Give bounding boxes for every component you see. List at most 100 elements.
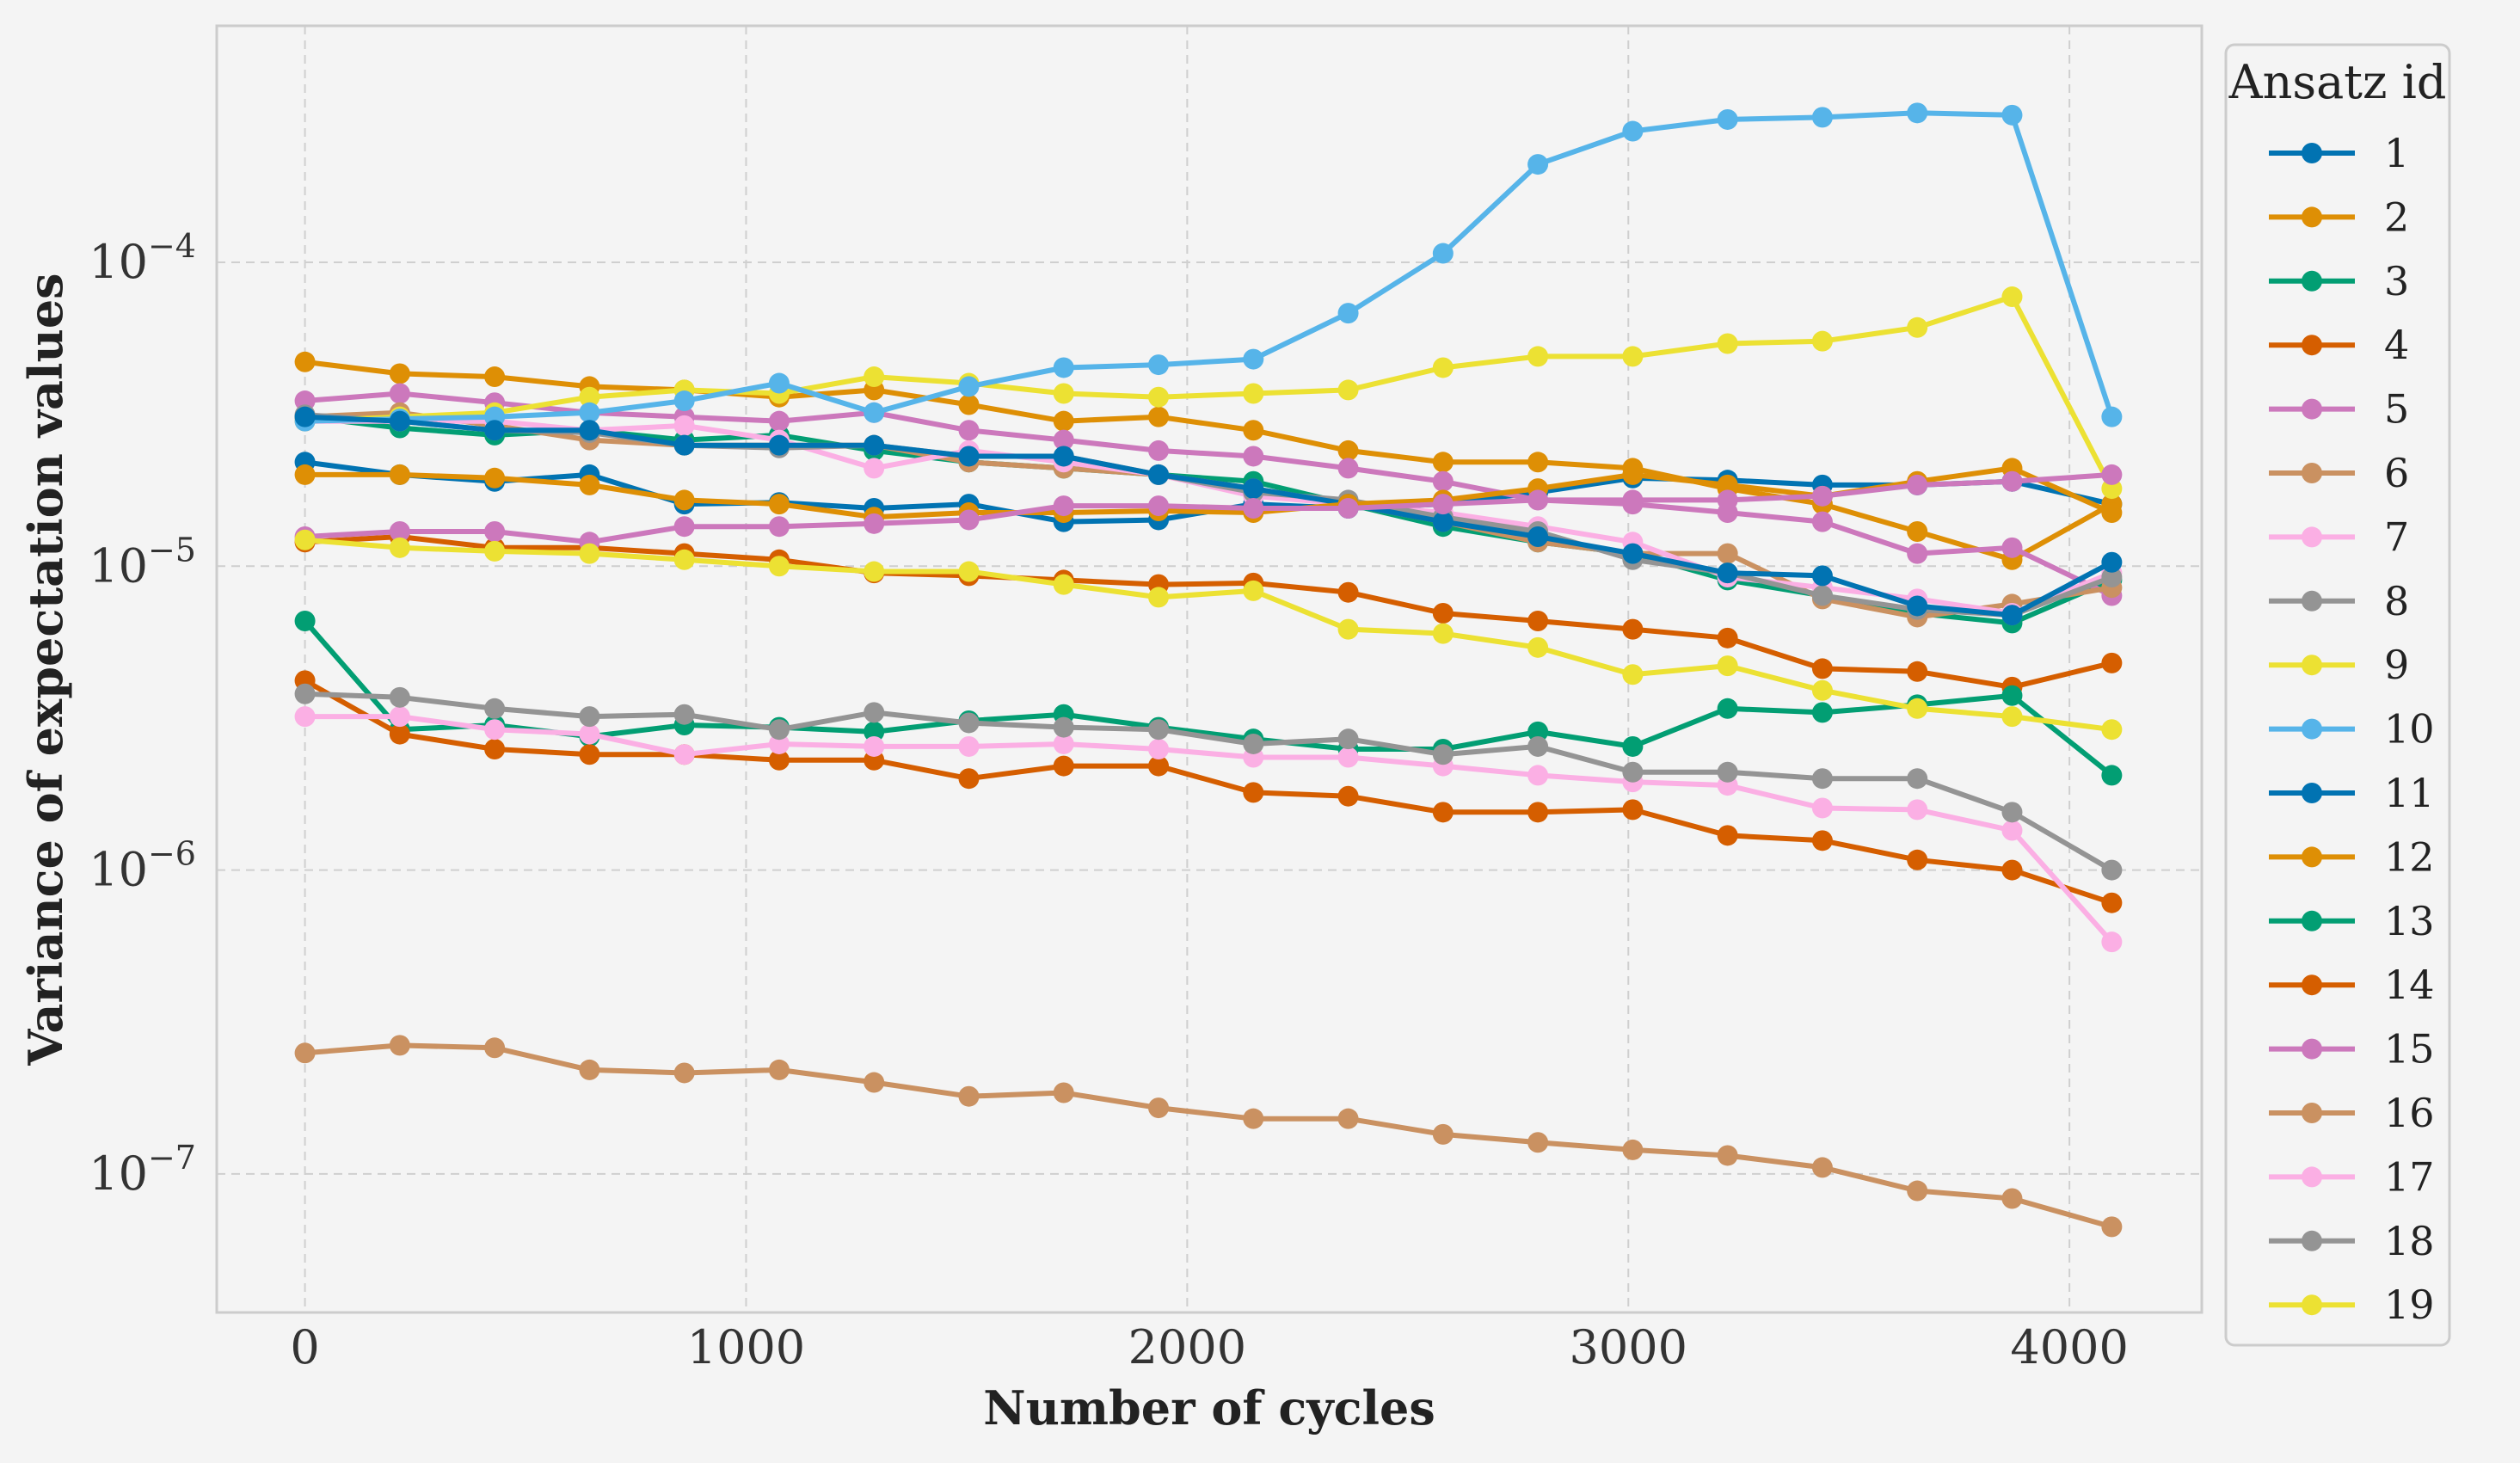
data-point bbox=[1527, 526, 1549, 548]
data-point bbox=[958, 394, 980, 415]
y-tick-label: 10−6 bbox=[89, 835, 196, 897]
data-point bbox=[1622, 346, 1644, 367]
data-point bbox=[2101, 931, 2123, 953]
data-point bbox=[673, 434, 695, 456]
data-point bbox=[294, 464, 316, 485]
y-tick-base: 10 bbox=[89, 843, 148, 897]
data-point bbox=[1148, 587, 1170, 608]
y-tick-exponent: −6 bbox=[148, 835, 196, 873]
series-line bbox=[304, 294, 2115, 490]
data-point bbox=[484, 540, 506, 562]
legend-label: 16 bbox=[2384, 1090, 2435, 1136]
data-point bbox=[673, 1062, 695, 1084]
data-point bbox=[2001, 859, 2023, 881]
data-point bbox=[768, 410, 790, 432]
data-point bbox=[1907, 317, 1928, 338]
data-point bbox=[1337, 458, 1359, 479]
data-point bbox=[389, 537, 410, 558]
data-point bbox=[1243, 580, 1264, 601]
data-point bbox=[768, 516, 790, 538]
data-point bbox=[1907, 661, 1928, 682]
data-point bbox=[1622, 543, 1644, 564]
data-point bbox=[1622, 618, 1644, 640]
data-point bbox=[579, 420, 600, 441]
data-point bbox=[1811, 585, 1833, 606]
y-tick-base: 10 bbox=[89, 538, 148, 593]
data-point bbox=[1622, 664, 1644, 685]
data-point bbox=[2101, 892, 2123, 913]
data-point bbox=[1907, 474, 1928, 495]
y-tick-exponent: −7 bbox=[148, 1139, 196, 1177]
legend-label: 19 bbox=[2384, 1282, 2435, 1328]
series-10 bbox=[294, 102, 2123, 432]
data-point bbox=[1907, 543, 1928, 564]
data-point bbox=[1907, 698, 1928, 719]
data-point bbox=[673, 390, 695, 412]
data-point bbox=[1053, 429, 1074, 451]
data-point bbox=[1811, 1157, 1833, 1178]
series-line bbox=[304, 678, 2113, 906]
legend-marker bbox=[2302, 590, 2322, 612]
legend-marker bbox=[2302, 1166, 2322, 1188]
data-point bbox=[1811, 679, 1833, 701]
data-point bbox=[958, 735, 980, 757]
series-layer bbox=[294, 102, 2123, 1238]
legend-marker bbox=[2302, 718, 2322, 740]
data-point bbox=[1527, 154, 1549, 175]
data-point bbox=[484, 738, 506, 759]
series-line bbox=[304, 534, 2113, 690]
legend-marker bbox=[2302, 206, 2322, 228]
data-point bbox=[864, 702, 885, 723]
data-point bbox=[389, 383, 410, 404]
data-point bbox=[1053, 383, 1074, 404]
data-point bbox=[2001, 706, 2023, 728]
data-point bbox=[1907, 595, 1928, 617]
data-point bbox=[1811, 107, 1833, 128]
legend-label: 14 bbox=[2384, 962, 2435, 1008]
series-line bbox=[304, 110, 2115, 424]
data-point bbox=[1243, 1108, 1264, 1129]
legend-item-12: 12 bbox=[2269, 833, 2435, 880]
data-point bbox=[673, 516, 695, 538]
data-point bbox=[768, 556, 790, 577]
data-point bbox=[484, 1037, 506, 1059]
data-point bbox=[389, 686, 410, 708]
legend-label: 12 bbox=[2384, 833, 2435, 880]
data-point bbox=[1717, 627, 1738, 649]
data-point bbox=[1148, 719, 1170, 741]
data-point bbox=[1432, 602, 1454, 624]
data-point bbox=[1337, 440, 1359, 461]
x-tick-label: 1000 bbox=[687, 1320, 805, 1374]
x-tick-label: 4000 bbox=[2010, 1320, 2128, 1374]
data-point bbox=[1053, 1082, 1074, 1103]
data-point bbox=[958, 768, 980, 790]
data-point bbox=[389, 464, 410, 485]
legend-marker bbox=[2302, 1294, 2322, 1316]
y-axis-ticks: 10−710−610−510−4 bbox=[89, 227, 196, 1201]
data-point bbox=[1811, 768, 1833, 790]
y-tick-label: 10−5 bbox=[89, 531, 196, 593]
data-point bbox=[1811, 797, 1833, 819]
legend-item-9: 9 bbox=[2269, 642, 2409, 688]
data-point bbox=[1337, 747, 1359, 768]
legend-marker bbox=[2302, 910, 2322, 931]
data-point bbox=[1053, 716, 1074, 738]
data-point bbox=[389, 723, 410, 745]
data-point bbox=[864, 721, 885, 742]
grid-lines bbox=[217, 26, 2202, 1312]
legend-label: 2 bbox=[2384, 194, 2409, 240]
legend-label: 10 bbox=[2384, 706, 2435, 753]
series-line bbox=[303, 619, 2114, 778]
series-line bbox=[304, 359, 2113, 562]
data-point bbox=[294, 611, 316, 632]
x-axis-label: Number of cycles bbox=[983, 1380, 1435, 1435]
data-point bbox=[958, 420, 980, 441]
data-point bbox=[1622, 761, 1644, 783]
data-point bbox=[2101, 567, 2123, 588]
data-point bbox=[1811, 702, 1833, 723]
legend-label: 7 bbox=[2384, 513, 2409, 560]
data-point bbox=[1243, 782, 1264, 803]
legend-item-4: 4 bbox=[2269, 322, 2409, 368]
legend-marker bbox=[2302, 143, 2322, 163]
